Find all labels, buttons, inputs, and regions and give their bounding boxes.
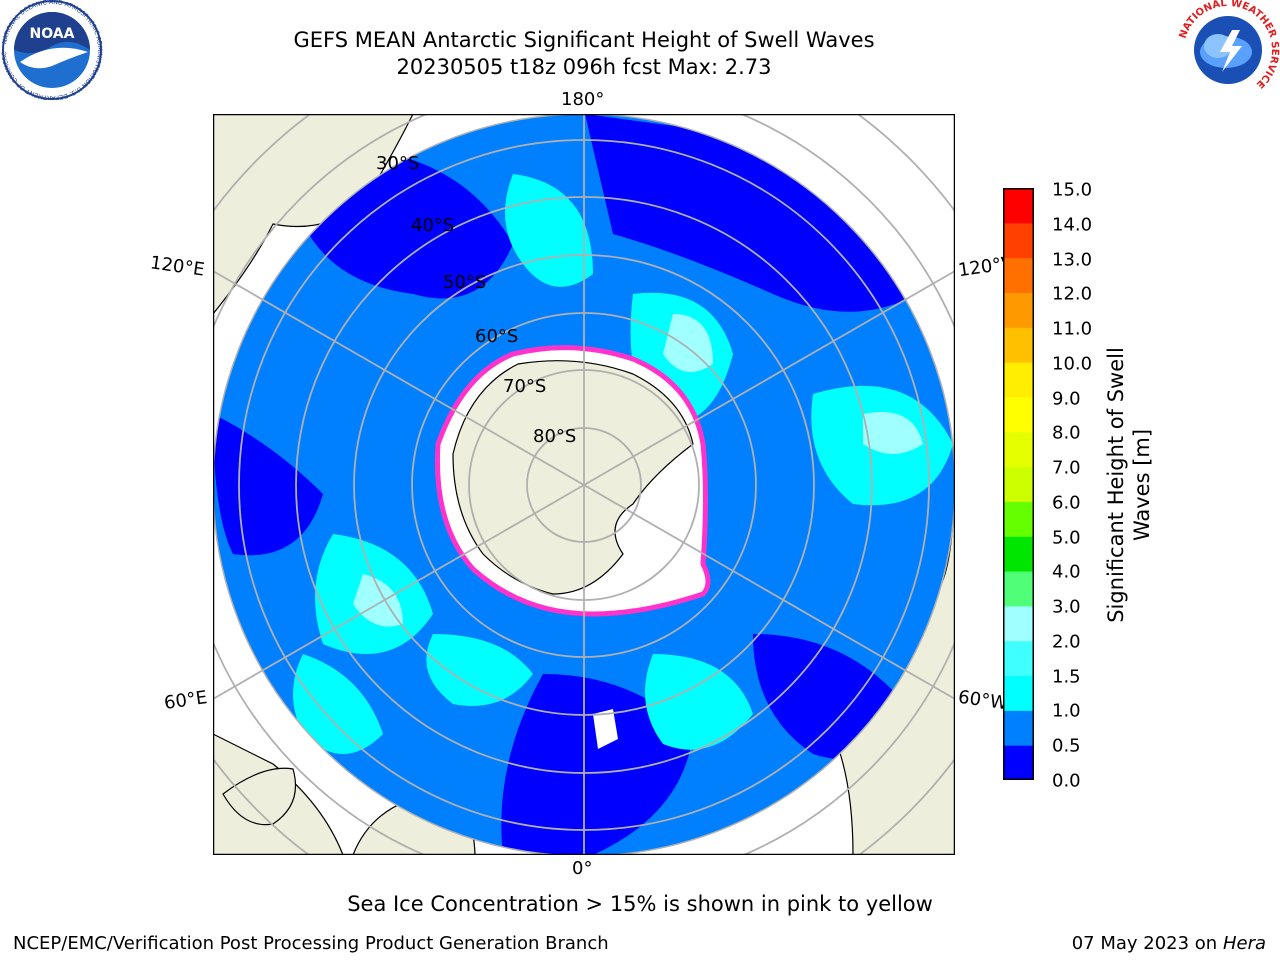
colorbar-tick: 15.0 <box>1052 179 1093 201</box>
lat-label-60s: 60°S <box>475 326 518 347</box>
land-antarctica <box>452 360 694 595</box>
lon-label-120e: 120°E <box>148 252 206 281</box>
colorbar-bin <box>1003 605 1034 642</box>
footer-credit: NCEP/EMC/Verification Post Processing Pr… <box>13 933 609 954</box>
colorbar-label-line1: Significant Height of Swell <box>1104 347 1128 623</box>
colorbar-bin <box>1003 745 1034 780</box>
colorbar-bin <box>1003 257 1034 293</box>
lat-label-80s: 80°S <box>533 426 576 447</box>
lat-label-30s: 30°S <box>376 153 419 174</box>
footer-date-text: 07 May 2023 on <box>1071 933 1218 954</box>
lon-label-60e: 60°E <box>162 687 209 714</box>
colorbar-tick: 1.0 <box>1052 700 1081 722</box>
lat-label-50s: 50°S <box>443 272 486 293</box>
noaa-logo: NATIONAL OCEANIC AND ATMOSPHERIC ADMINIS… <box>0 0 103 100</box>
colorbar-tick: 0.5 <box>1052 735 1081 757</box>
colorbar-bin <box>1003 501 1034 537</box>
footer-date: 07 May 2023 on Hera <box>1072 933 1266 954</box>
colorbar-bin <box>1003 188 1034 224</box>
colorbar-tick: 0.0 <box>1052 770 1081 792</box>
colorbar-bin <box>1003 222 1034 259</box>
colorbar-bin <box>1003 536 1034 572</box>
colorbar-label-line2: Waves [m] <box>1130 428 1154 542</box>
colorbar-tick: 14.0 <box>1052 214 1093 236</box>
colorbar-border <box>1003 188 1034 780</box>
lon-label-60w: 60°W <box>956 686 1009 715</box>
colorbar-bin <box>1003 640 1034 677</box>
colorbar-bin <box>1003 327 1034 363</box>
colorbar-tick: 3.0 <box>1052 596 1081 618</box>
colorbar-tick: 9.0 <box>1052 388 1081 410</box>
lon-label-0: 0° <box>572 858 593 879</box>
colorbar-label: Significant Height of Swell Waves [m] <box>1103 347 1155 623</box>
colorbar-bin <box>1003 431 1034 468</box>
colorbar-tick: 1.5 <box>1052 666 1081 688</box>
colorbar-tick: 8.0 <box>1052 422 1081 444</box>
map-title: GEFS MEAN Antarctic Significant Height o… <box>293 28 875 52</box>
colorbar-tick: 10.0 <box>1052 353 1093 375</box>
colorbar-bin <box>1003 710 1034 746</box>
colorbar-bin <box>1003 466 1034 502</box>
colorbar-tick: 7.0 <box>1052 457 1081 479</box>
map-subtitle: 20230505 t18z 096h fcst Max: 2.73 <box>396 55 772 79</box>
lon-label-180: 180° <box>561 89 605 110</box>
colorbar-tick: 11.0 <box>1052 318 1093 340</box>
colorbar-tick: 5.0 <box>1052 527 1081 549</box>
colorbar-tick: 13.0 <box>1052 249 1093 271</box>
nws-logo: NATIONAL WEATHER SERVICE <box>1178 0 1280 99</box>
land-madagascar <box>222 767 297 826</box>
graticule <box>213 114 955 855</box>
noaa-logo-text: NOAA <box>30 26 75 42</box>
colorbar-tick: 2.0 <box>1052 631 1081 653</box>
polar-map: 30°S 40°S 50°S 60°S 70°S 80°S <box>213 114 955 855</box>
lat-label-40s: 40°S <box>411 215 454 236</box>
footer-host: Hera <box>1222 933 1266 954</box>
colorbar-bin <box>1003 675 1034 711</box>
colorbar-tick: 6.0 <box>1052 492 1081 514</box>
colorbar-bin <box>1003 571 1034 607</box>
lat-label-70s: 70°S <box>503 376 546 397</box>
colorbar-bin <box>1003 292 1034 328</box>
colorbar <box>1003 188 1034 780</box>
colorbar-tick: 4.0 <box>1052 561 1081 583</box>
colorbar-tick: 12.0 <box>1052 283 1093 305</box>
colorbar-bin <box>1003 362 1034 398</box>
colorbar-bin <box>1003 396 1034 433</box>
sea-ice-note: Sea Ice Concentration > 15% is shown in … <box>347 892 933 916</box>
